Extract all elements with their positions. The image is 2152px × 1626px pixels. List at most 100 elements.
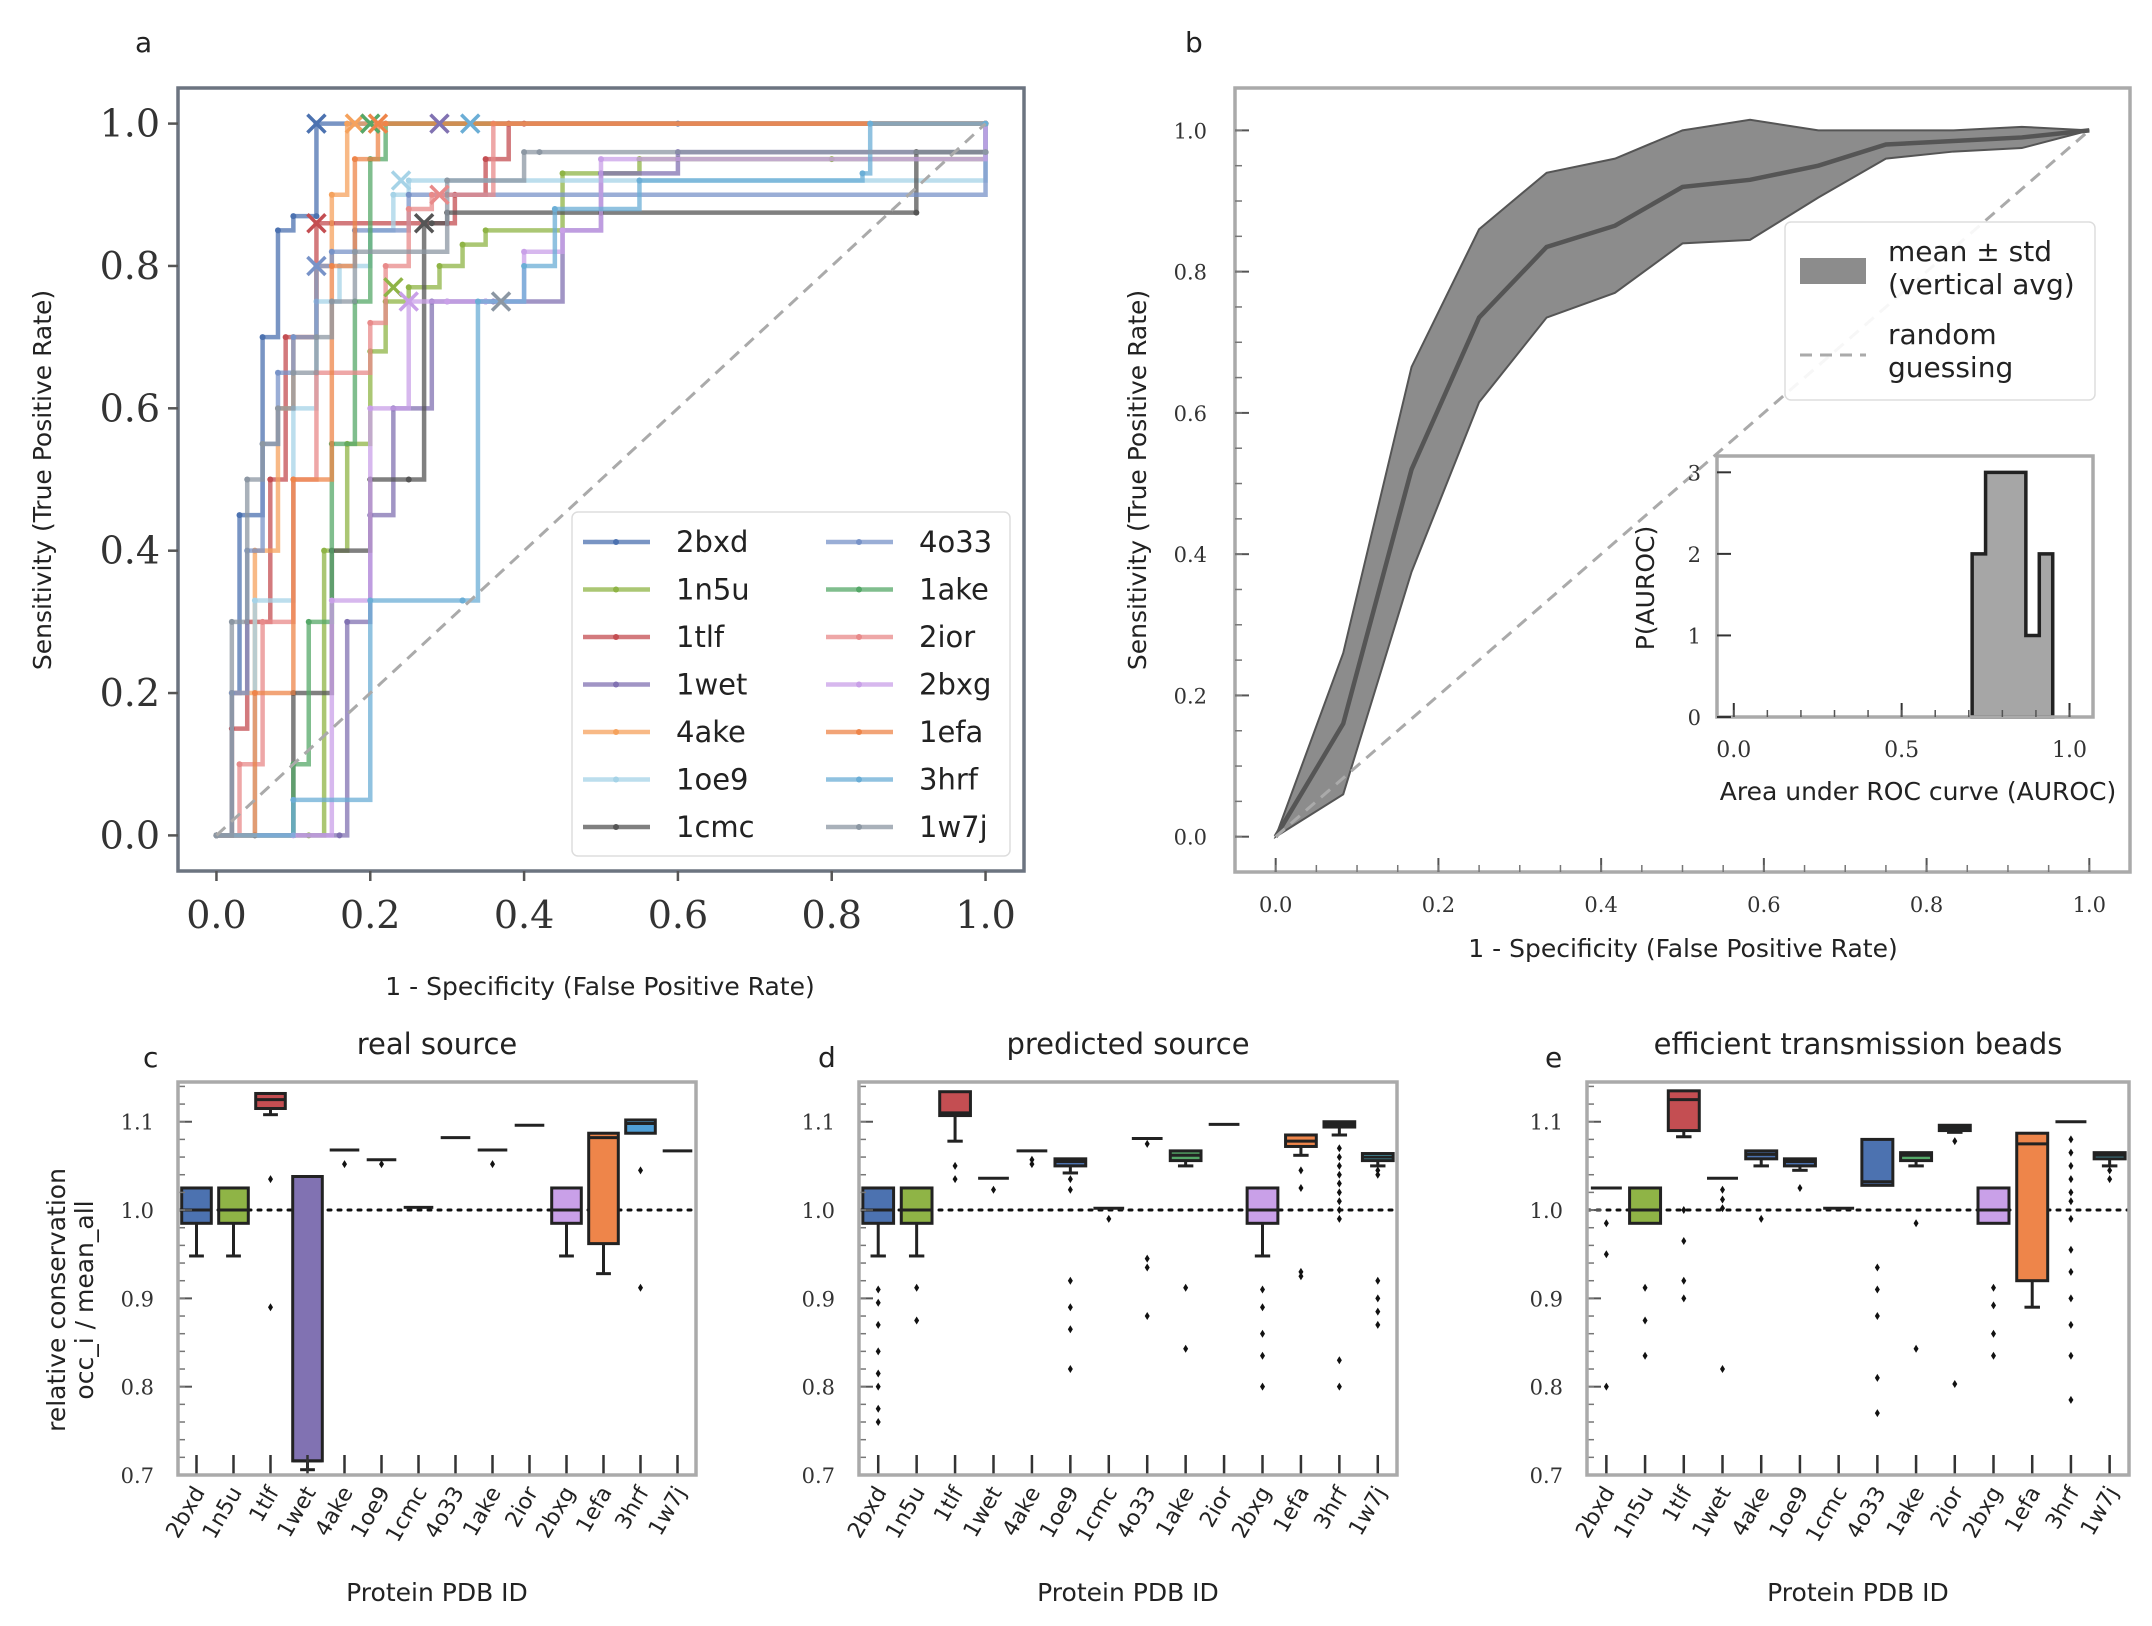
outlier-4o33 (1874, 1263, 1880, 1272)
roc-point-1n5u (321, 547, 328, 554)
roc-point-1cmc (428, 220, 435, 227)
outlier-1oe9 (1067, 1175, 1073, 1184)
x-tick-label-1efa: 1efa (2000, 1483, 2046, 1538)
legend-swatch-dot-1tlf (613, 634, 619, 640)
roc-threshold-marker-1cmc (413, 213, 435, 234)
panel-letter-c: c (143, 1041, 158, 1074)
roc-threshold-marker-2bxd (306, 113, 327, 134)
box-2bxg (550, 1186, 583, 1225)
roc-point-1ake (305, 618, 312, 625)
std-band (1273, 118, 2090, 840)
roc-point-1n5u (436, 262, 443, 269)
x-tick-label-1efa: 1efa (572, 1483, 618, 1538)
outlier-1efa (1298, 1272, 1304, 1281)
box-1n5u (1628, 1186, 1663, 1225)
legend-frame-a (571, 511, 1011, 857)
boxplot-y-label-line-2: occ_i / mean_all (70, 1200, 99, 1399)
legend-swatch-dot-1ake (856, 586, 862, 593)
roc-chart-a: 0.0 0.2 0.4 0.6 0.8 1.0 0.0 0.2 0.4 0.6 0.8 1.0 1 -… (28, 86, 1026, 1001)
mean-roc-line (1273, 128, 2090, 838)
x-tick-label-1w7j: 1w7j (644, 1483, 692, 1541)
legend-label-1w7j: 1w7j (919, 810, 988, 844)
outlier-3hrf (1336, 1161, 1342, 1170)
y-tick-label: 0.9 (802, 1287, 835, 1311)
x-tick-label-1n5u: 1n5u (1610, 1483, 1660, 1544)
inset-x-tick-label: 1.0 (2052, 738, 2087, 763)
inset-y-label: P(AUROC) (1631, 526, 1660, 651)
roc-point-2bxg (559, 227, 566, 234)
roc-point-1w7j (521, 149, 528, 156)
x-tick-label-1w7j: 1w7j (1344, 1483, 1392, 1541)
outlier-2bxg (1260, 1285, 1265, 1294)
roc-point-2ior (382, 262, 389, 269)
box-1tlf (938, 1090, 972, 1118)
roc-point-1efa (351, 156, 358, 163)
roc-threshold-marker-1oe9 (390, 170, 412, 191)
outlier-2bxd (875, 1347, 881, 1356)
outlier-4ake (1758, 1214, 1764, 1223)
roc-point-3hrf (867, 120, 874, 127)
x-tick-label-b: 0.2 (1422, 893, 1455, 917)
roc-point-1cmc (405, 476, 412, 483)
x-tick-label-a: 0.4 (494, 893, 554, 937)
legend-swatch-dot-1efa (856, 729, 862, 735)
legend-label-4o33: 4o33 (919, 525, 992, 559)
outlier-2bxg (1260, 1329, 1265, 1338)
outlier-1tlf (1681, 1236, 1687, 1245)
x-tick-label-a: 1.0 (955, 893, 1015, 937)
roc-point-2bxd (290, 213, 297, 220)
outlier-3hrf (1336, 1144, 1342, 1153)
roc-point-4o33 (274, 369, 281, 376)
roc-point-2ior (367, 319, 374, 326)
outlier-1ake (490, 1160, 495, 1169)
outlier-1w7j (1375, 1276, 1381, 1285)
roc-threshold-marker-1tlf (306, 213, 327, 234)
legend-label-1tlf: 1tlf (676, 620, 725, 654)
outlier-3hrf (1336, 1206, 1342, 1215)
roc-series-group (213, 120, 989, 839)
roc-point-2bxg (444, 298, 451, 305)
outlier-1cmc (1106, 1214, 1112, 1223)
roc-point-2ior (428, 191, 435, 198)
legend-label-1efa: 1efa (919, 715, 983, 749)
roc-point-1efa (251, 690, 258, 697)
roc-point-1w7j (444, 177, 451, 184)
roc-point-1w7j (274, 405, 281, 412)
outlier-1w7j (1375, 1166, 1381, 1175)
outlier-1oe9 (1067, 1185, 1073, 1194)
box-2bxg (1245, 1186, 1280, 1225)
legend-swatch-dot-2bxd (613, 539, 619, 545)
legend-b: mean ± std (vertical avg) random guessin… (1784, 221, 2096, 401)
legend-label-1cmc: 1cmc (676, 810, 755, 844)
roc-point-1oe9 (251, 597, 258, 604)
inset-x-tick-label: 0.0 (1716, 738, 1751, 763)
outlier-2bxg (1260, 1351, 1265, 1360)
y-tick-label: 0.7 (1530, 1464, 1563, 1488)
roc-point-2bxg (598, 156, 604, 163)
boxplot-chart-d: predicted source2bxd1n5u1tlf1wet4ake1oe9… (802, 1027, 1399, 1607)
outlier-3hrf (2068, 1148, 2074, 1157)
axis-ticks-b: 0.0 0.2 0.4 0.6 0.8 1.0 0.0 0.2 0.4 0.6 0.8 1.0 (1174, 119, 2106, 917)
legend-swatch-dot-3hrf (856, 776, 862, 783)
x-tick-label-b: 0.0 (1259, 893, 1292, 917)
outlier-4ake (1029, 1160, 1035, 1169)
roc-point-3hrf (474, 298, 481, 305)
outlier-3hrf (2068, 1351, 2074, 1360)
outlier-1wet (1720, 1195, 1725, 1204)
legend-swatch-dot-4o33 (856, 539, 862, 545)
outlier-2bxg (1991, 1283, 1996, 1292)
outlier-4ake (342, 1160, 347, 1169)
outlier-1ake (1183, 1344, 1189, 1353)
outlier-1wet (991, 1185, 996, 1194)
roc-threshold-marker-4o33 (306, 255, 327, 277)
y-tick-label: 0.8 (1530, 1376, 1563, 1400)
roc-point-1w7j (982, 149, 989, 156)
roc-threshold-marker-1ake (360, 113, 381, 134)
outlier-4o33 (1144, 1312, 1150, 1321)
outlier-1efa (1298, 1166, 1304, 1175)
outlier-1tlf (1681, 1294, 1687, 1303)
outlier-1w7j (1375, 1294, 1381, 1303)
outlier-2bxd (875, 1285, 881, 1294)
y-tick-label: 1.1 (1530, 1111, 1563, 1135)
outlier-2bxg (1260, 1303, 1265, 1312)
